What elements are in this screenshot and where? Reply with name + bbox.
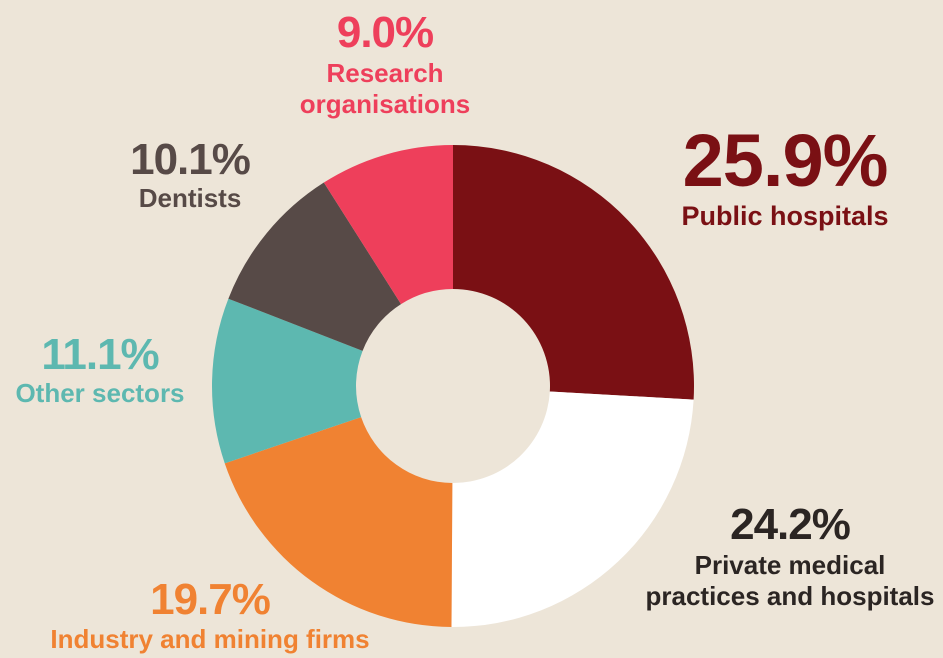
category-label: Research organisations <box>299 58 471 120</box>
value-label: 24.2% <box>730 500 851 549</box>
category-label: Other sectors <box>15 378 185 408</box>
category-label: Public hospitals <box>681 201 889 231</box>
donut-slice <box>323 145 453 305</box>
donut-slice <box>453 145 694 400</box>
category-label: Private medical practices and hospitals <box>645 550 935 612</box>
category-label: Dentists <box>138 183 242 213</box>
donut-slice <box>228 182 402 351</box>
value-label: 10.1% <box>130 135 251 184</box>
value-label: 11.1% <box>41 330 159 379</box>
value-label: 19.7% <box>150 575 271 624</box>
donut-slice <box>212 298 363 464</box>
value-label: 25.9% <box>682 119 889 202</box>
donut-slice <box>224 417 453 627</box>
donut-slice <box>451 391 694 627</box>
value-label: 9.0% <box>336 8 434 57</box>
category-label: Industry and mining firms <box>50 624 370 654</box>
